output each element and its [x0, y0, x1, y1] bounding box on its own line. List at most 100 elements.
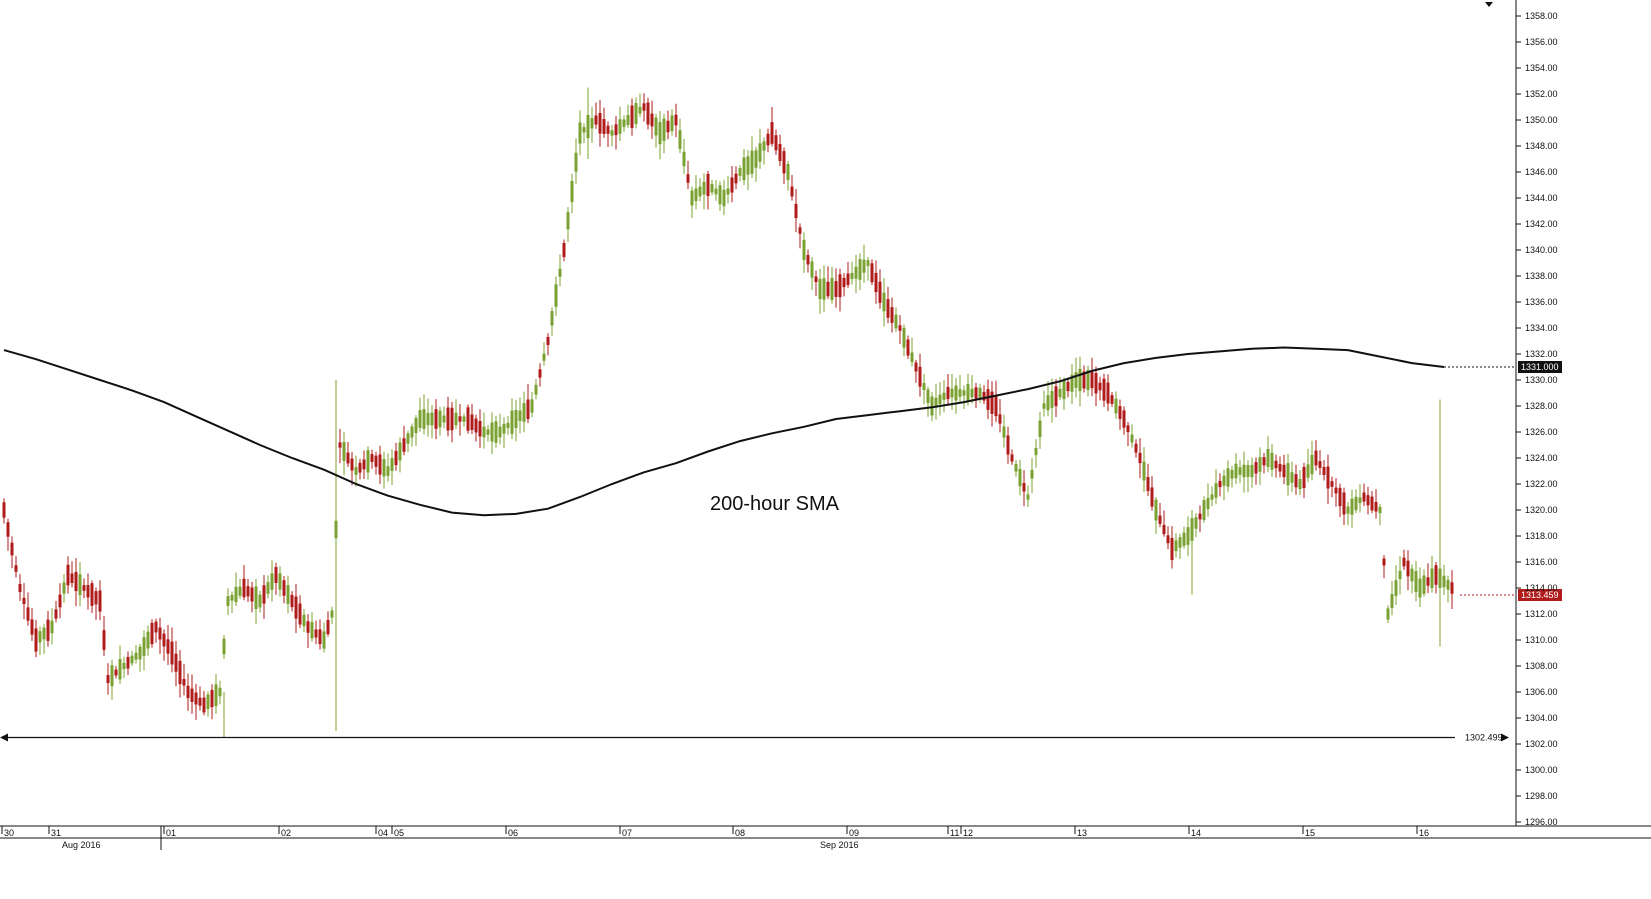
candle-body — [290, 594, 294, 608]
candle — [30, 608, 34, 641]
candle-body — [398, 442, 402, 461]
candle — [474, 414, 478, 442]
candle — [894, 307, 898, 333]
candle-body — [62, 582, 66, 594]
candle-body — [1046, 395, 1050, 411]
candle-body — [302, 614, 306, 627]
candle-body — [834, 281, 838, 297]
candle — [378, 445, 382, 484]
candle-body — [474, 418, 478, 433]
candle-body — [454, 412, 458, 426]
candle-body — [266, 582, 270, 594]
candle-body — [6, 522, 10, 537]
candle-body — [350, 458, 354, 471]
candle-body — [1114, 398, 1118, 414]
candle-body — [1070, 374, 1074, 392]
candle — [486, 424, 490, 442]
candle-body — [926, 389, 930, 404]
y-tick-label: 1332.00 — [1525, 349, 1558, 359]
candle — [1066, 377, 1070, 398]
candle — [934, 383, 938, 420]
candle-body — [578, 122, 582, 144]
candle — [306, 614, 310, 649]
candle — [414, 415, 418, 446]
candle — [1358, 484, 1362, 513]
candle-body — [374, 455, 378, 467]
candle — [782, 147, 786, 185]
candle — [1262, 453, 1266, 474]
x-tick-label: 11 — [950, 828, 959, 838]
candle-body — [478, 421, 482, 437]
candle — [382, 451, 386, 489]
candle-body — [274, 567, 278, 583]
candle — [1422, 569, 1426, 597]
candle-body — [746, 156, 750, 175]
candle-body — [1442, 575, 1446, 588]
candle — [354, 455, 358, 487]
candle — [1410, 564, 1414, 594]
candle — [974, 382, 978, 409]
candle-body — [570, 180, 574, 203]
candle — [302, 608, 306, 633]
candles-layer — [2, 87, 1454, 738]
candle-body — [1234, 463, 1238, 479]
candle-body — [314, 629, 318, 638]
candle — [898, 315, 902, 344]
candle — [254, 578, 258, 624]
candle-body — [1022, 483, 1026, 492]
candle — [274, 562, 278, 595]
candle-body — [994, 395, 998, 417]
candle — [646, 97, 650, 130]
candle — [1334, 478, 1338, 507]
candle — [266, 575, 270, 599]
candle — [406, 430, 410, 453]
candle-body — [782, 151, 786, 174]
candle — [970, 375, 974, 404]
left-arrow-icon — [0, 733, 8, 742]
right-arrow-icon — [1501, 733, 1509, 742]
candle-body — [882, 292, 886, 312]
candle — [1322, 460, 1326, 481]
candle — [438, 406, 442, 436]
candle-body — [490, 422, 494, 442]
candle — [82, 578, 86, 599]
candle — [638, 93, 642, 118]
candle-body — [518, 410, 522, 422]
candle — [1002, 414, 1006, 448]
candle-body — [642, 103, 646, 111]
candle-body — [778, 143, 782, 162]
candle — [14, 556, 18, 578]
candle — [522, 391, 526, 433]
candle — [1118, 399, 1122, 430]
candle-body — [562, 243, 566, 257]
candle-body — [950, 388, 954, 398]
candle — [1254, 457, 1258, 485]
candle-body — [90, 583, 94, 606]
candle — [370, 449, 374, 469]
candle-body — [138, 646, 142, 660]
candle-body — [1326, 466, 1330, 489]
candle — [1114, 391, 1118, 419]
candle-body — [1170, 537, 1174, 561]
candle — [1382, 555, 1386, 579]
candle-body — [1242, 464, 1246, 478]
candle — [986, 379, 990, 420]
candle — [658, 111, 662, 160]
candle — [1218, 473, 1222, 497]
candle — [458, 403, 462, 436]
candle — [58, 583, 62, 619]
candle-body — [74, 571, 78, 592]
candle — [1230, 465, 1234, 488]
candle-body — [610, 130, 614, 136]
sma-value-badge — [1518, 361, 1562, 373]
candle — [1406, 550, 1410, 591]
candle — [1366, 486, 1370, 515]
candle — [234, 572, 238, 607]
candle-body — [1386, 608, 1390, 620]
candle-body — [1178, 537, 1182, 548]
candle — [1278, 456, 1282, 478]
candle-body — [366, 450, 370, 473]
x-tick-label: 02 — [281, 828, 291, 838]
candle — [214, 674, 218, 714]
